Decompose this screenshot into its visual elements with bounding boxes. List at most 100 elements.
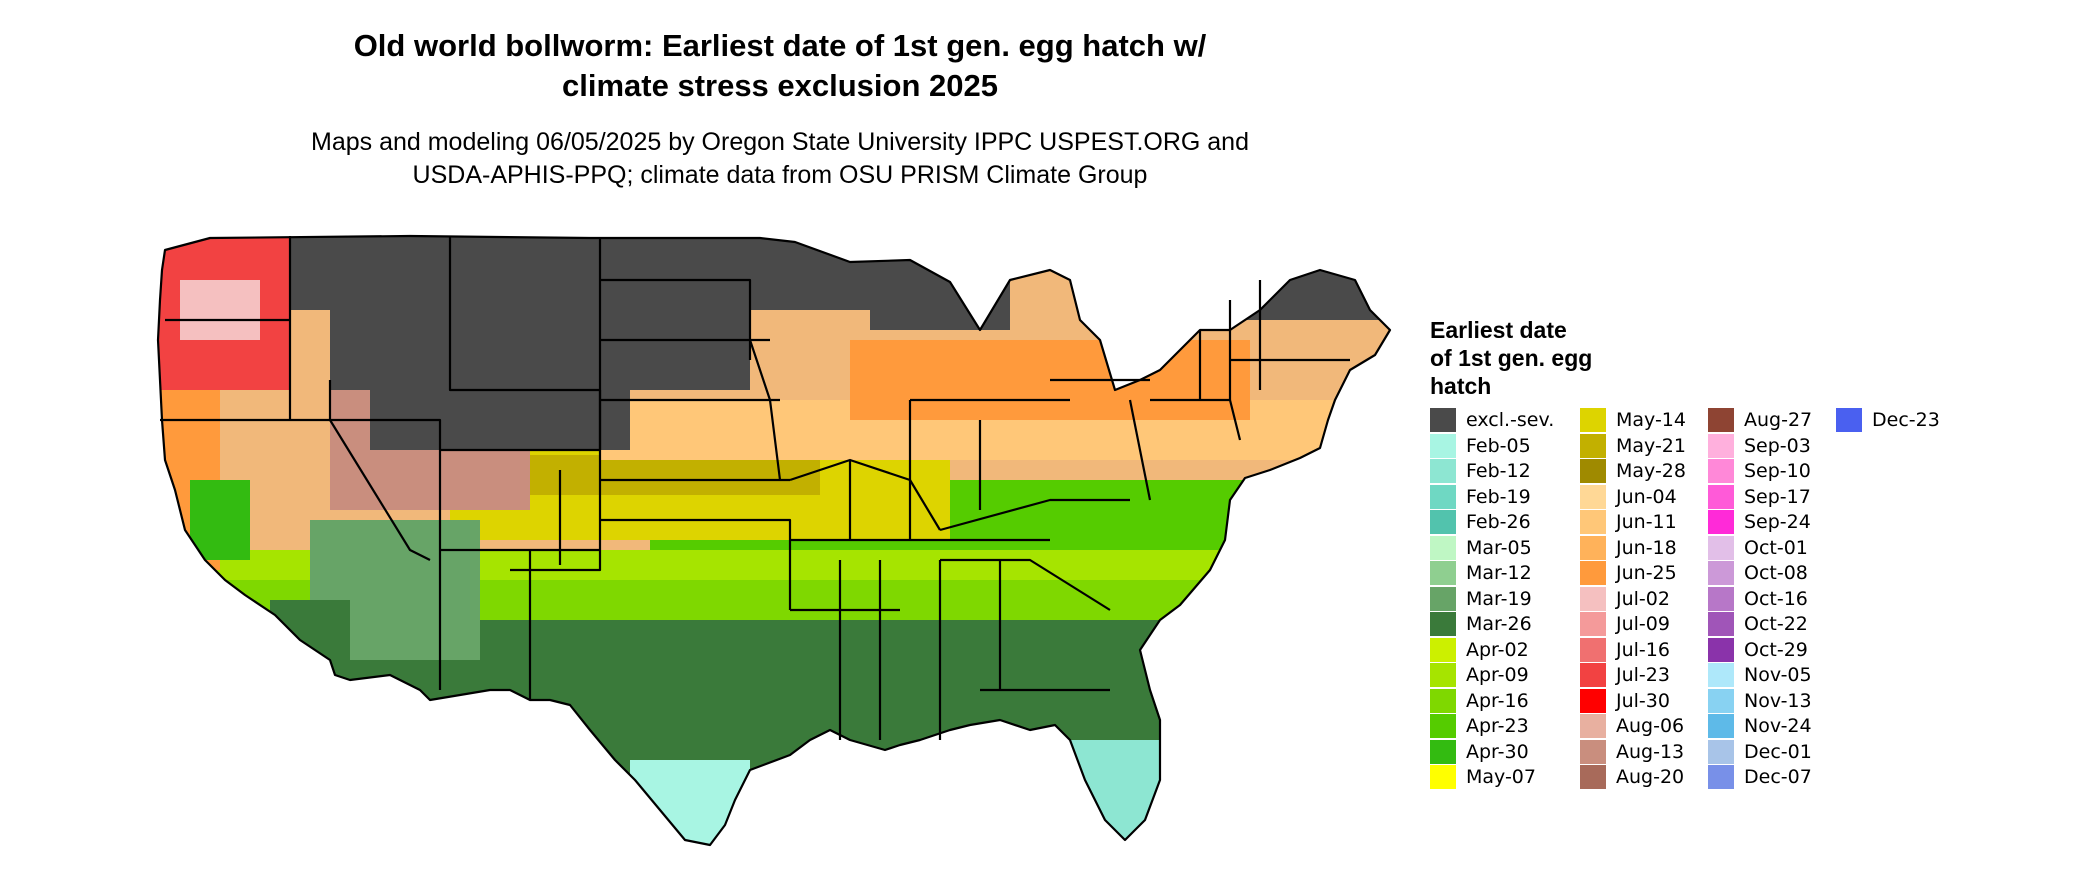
legend-title-line-1: Earliest date	[1430, 317, 1567, 343]
legend-label: Oct-08	[1744, 562, 1808, 584]
legend-swatch	[1708, 688, 1734, 713]
legend-item: Jun-18	[1580, 535, 1720, 562]
legend-label: Oct-29	[1744, 638, 1808, 661]
legend-label: Apr-23	[1466, 715, 1529, 737]
legend-item: May-28	[1580, 459, 1720, 485]
legend-swatch	[1708, 459, 1734, 483]
legend-item: Nov-24	[1708, 714, 1848, 740]
legend-label: Feb-05	[1466, 434, 1531, 457]
legend-swatch	[1708, 739, 1734, 764]
legend-swatch	[1708, 663, 1734, 687]
legend-item: Feb-05	[1430, 433, 1570, 460]
legend-label: Dec-01	[1744, 740, 1812, 763]
legend-swatch	[1430, 586, 1456, 611]
legend-item: Oct-01	[1708, 535, 1848, 562]
legend-item: Apr-09	[1430, 663, 1570, 689]
legend-item: Jul-09	[1580, 612, 1720, 638]
legend-swatch	[1580, 739, 1606, 764]
legend-label: Jul-30	[1616, 689, 1670, 712]
legend-label: Mar-19	[1466, 587, 1532, 610]
map-color-zones	[158, 236, 1390, 845]
legend-item: Jul-16	[1580, 637, 1720, 664]
legend-label: Aug-06	[1616, 715, 1685, 737]
legend-swatch	[1580, 484, 1606, 509]
legend-swatch	[1580, 510, 1606, 534]
legend-label: Mar-26	[1466, 613, 1532, 635]
legend-item: Jul-23	[1580, 663, 1720, 689]
legend-label: Jun-04	[1616, 485, 1677, 508]
legend-item: Oct-16	[1708, 586, 1848, 613]
legend-item: Apr-23	[1430, 714, 1570, 740]
legend-item: Aug-20	[1580, 765, 1720, 791]
legend-item: Aug-06	[1580, 714, 1720, 740]
legend-label: Apr-16	[1466, 689, 1529, 712]
legend-item: excl.-sev.	[1430, 408, 1570, 434]
legend-swatch	[1580, 765, 1606, 789]
us-map	[150, 220, 1400, 892]
legend-swatch	[1430, 612, 1456, 636]
legend-item: Oct-08	[1708, 561, 1848, 587]
map-title-line-1: Old world bollworm: Earliest date of 1st…	[353, 28, 1207, 63]
legend-swatch	[1580, 561, 1606, 585]
legend-swatch	[1430, 663, 1456, 687]
legend-swatch	[1708, 586, 1734, 611]
legend-title-line-3: hatch	[1430, 373, 1492, 399]
legend-label: Jun-18	[1616, 536, 1677, 559]
legend-item: Jun-04	[1580, 484, 1720, 511]
legend-swatch	[1430, 637, 1456, 662]
legend-label: Jul-16	[1616, 638, 1670, 661]
legend-item: Jun-25	[1580, 561, 1720, 587]
legend-label: Feb-12	[1466, 460, 1531, 482]
legend-swatch	[1430, 484, 1456, 509]
legend-swatch	[1708, 612, 1734, 636]
legend-label: Dec-07	[1744, 766, 1812, 788]
legend-label: Aug-27	[1744, 409, 1813, 431]
legend-label: Apr-30	[1466, 740, 1529, 763]
legend-swatch	[1708, 408, 1734, 432]
legend-title-line-2: of 1st gen. egg	[1430, 345, 1593, 371]
legend-item: Sep-10	[1708, 459, 1848, 485]
legend-swatch	[1580, 535, 1606, 560]
legend-item: Jul-02	[1580, 586, 1720, 613]
legend-label: Aug-13	[1616, 740, 1685, 763]
legend-swatch	[1430, 433, 1456, 458]
legend-item: Dec-01	[1708, 739, 1848, 766]
legend-label: Jul-02	[1616, 587, 1670, 610]
legend-item: Nov-05	[1708, 663, 1848, 689]
legend-label: Jul-09	[1616, 613, 1670, 635]
legend-item: Feb-12	[1430, 459, 1570, 485]
legend-swatch	[1708, 561, 1734, 585]
legend-swatch	[1430, 561, 1456, 585]
map-title-line-2: climate stress exclusion 2025	[562, 68, 998, 103]
legend-swatch	[1580, 714, 1606, 738]
legend-label: excl.-sev.	[1466, 409, 1555, 431]
legend-swatch	[1430, 535, 1456, 560]
legend-item: Feb-19	[1430, 484, 1570, 511]
legend-swatch	[1430, 459, 1456, 483]
legend-title: Earliest date of 1st gen. egg hatch	[1430, 316, 1650, 400]
legend-item: Sep-24	[1708, 510, 1848, 536]
legend-swatch	[1580, 663, 1606, 687]
legend-item: May-21	[1580, 433, 1720, 460]
legend: Earliest date of 1st gen. egg hatch excl…	[1430, 316, 2070, 796]
legend-item: Jun-11	[1580, 510, 1720, 536]
legend-swatch	[1708, 484, 1734, 509]
legend-label: Aug-20	[1616, 766, 1685, 788]
legend-swatch	[1430, 408, 1456, 432]
map-subtitle-line-2: USDA-APHIS-PPQ; climate data from OSU PR…	[412, 161, 1148, 189]
legend-label: Oct-01	[1744, 536, 1808, 559]
legend-swatch	[1430, 714, 1456, 738]
map-subtitle-line-1: Maps and modeling 06/05/2025 by Oregon S…	[311, 128, 1249, 156]
legend-swatch	[1708, 433, 1734, 458]
title-block: Old world bollworm: Earliest date of 1st…	[230, 26, 1330, 192]
legend-label: Dec-23	[1872, 409, 1940, 431]
legend-swatch	[1580, 637, 1606, 662]
legend-swatch	[1430, 765, 1456, 789]
legend-label: May-21	[1616, 434, 1686, 457]
legend-swatch	[1430, 688, 1456, 713]
legend-item: Apr-16	[1430, 688, 1570, 715]
legend-item: Apr-30	[1430, 739, 1570, 766]
legend-label: Jun-25	[1616, 562, 1677, 584]
legend-item: Oct-22	[1708, 612, 1848, 638]
legend-label: Nov-05	[1744, 664, 1812, 686]
